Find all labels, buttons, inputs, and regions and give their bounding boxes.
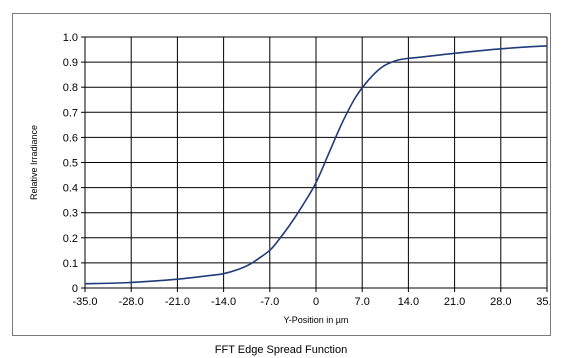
x-tick-label: 35.0: [536, 296, 550, 308]
chart-title: FFT Edge Spread Function: [214, 344, 348, 356]
x-tick-label: -35.0: [72, 296, 97, 308]
x-tick-label: 7.0: [355, 296, 370, 308]
axes: [81, 36, 548, 292]
series: [84, 44, 548, 285]
y-tick-label: 0.6: [63, 132, 78, 144]
x-tick-label: -21.0: [165, 296, 190, 308]
x-tick-labels: -35.0 -28.0 -21.0 -14.0 -7.0 0 7.0 14.0 21.0 28.0…: [72, 296, 550, 308]
grid: [84, 36, 548, 289]
y-tick-label: 0.2: [63, 233, 78, 245]
x-tick-label: -14.0: [211, 296, 236, 308]
y-tick-label: 0.7: [63, 107, 78, 119]
x-tick-label: 21.0: [444, 296, 465, 308]
x-axis-label: Y-Position in µm: [284, 315, 349, 325]
y-tick-label: 0: [72, 283, 78, 295]
chart-frame: -35.0 -28.0 -21.0 -14.0 -7.0 0 7.0 14.0 21.0 28.0…: [12, 13, 551, 336]
y-tick-label: 0.4: [63, 183, 78, 195]
x-tick-label: -7.0: [260, 296, 279, 308]
x-tick-label: 28.0: [490, 296, 511, 308]
y-axis-label: Relative Irradiance: [29, 125, 39, 200]
y-tick-label: 0.3: [63, 208, 78, 220]
chart-plot: -35.0 -28.0 -21.0 -14.0 -7.0 0 7.0 14.0 21.0 28.0…: [29, 32, 550, 325]
y-tick-label: 0.9: [63, 57, 78, 69]
y-tick-labels: 0 0.1 0.2 0.3 0.4 0.5 0.6 0.7 0.8 0.9 1.0: [63, 32, 78, 295]
x-tick-label: 0: [313, 296, 319, 308]
y-tick-label: 0.8: [63, 82, 78, 94]
y-tick-label: 1.0: [63, 32, 78, 44]
x-tick-label: -28.0: [119, 296, 144, 308]
y-tick-label: 0.1: [63, 258, 78, 270]
x-tick-label: 14.0: [398, 296, 419, 308]
esf-curve: [84, 44, 548, 285]
y-tick-label: 0.5: [63, 158, 78, 170]
